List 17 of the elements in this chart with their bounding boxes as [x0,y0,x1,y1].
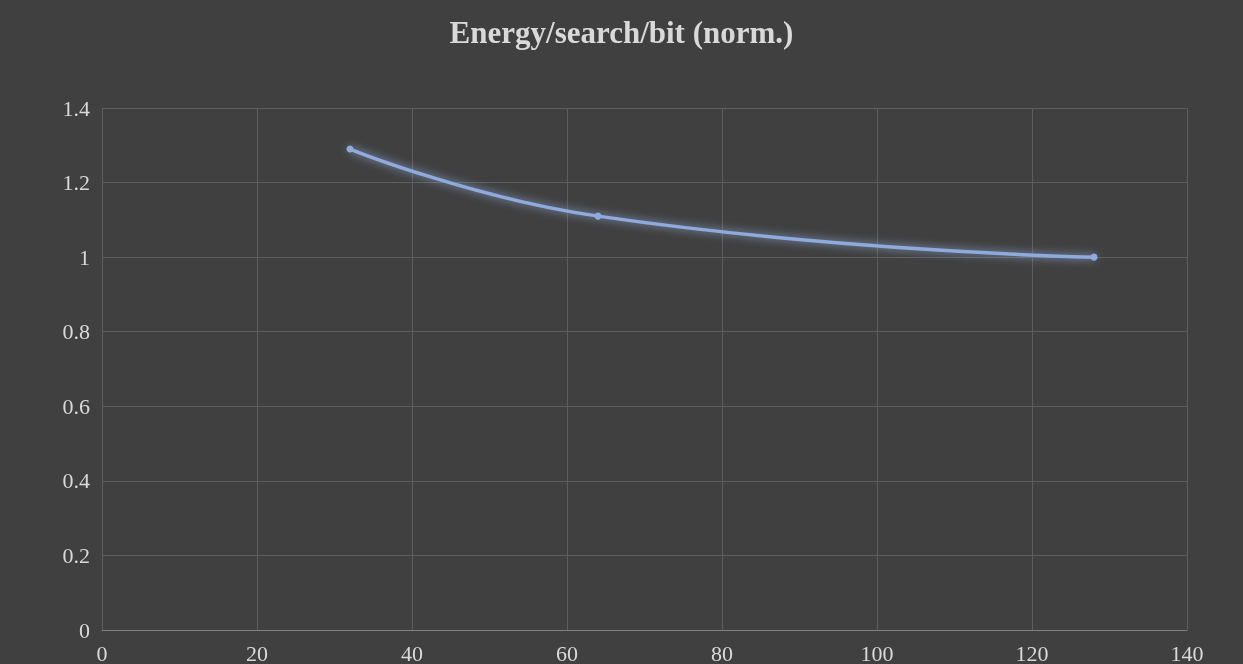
y-tick-label: 1.4 [62,95,90,121]
y-tick-label: 1.2 [62,170,90,196]
chart-title: Energy/search/bit (norm.) [449,15,794,50]
x-tick-label: 100 [860,640,894,664]
x-tick-label: 40 [401,640,423,664]
y-tick-label: 1 [79,244,90,270]
x-tick-label: 60 [556,640,578,664]
x-tick-label: 120 [1015,640,1049,664]
x-tick-label: 20 [246,640,268,664]
y-tick-label: 0.4 [62,468,90,494]
x-tick-label: 80 [711,640,733,664]
y-tick-label: 0.8 [62,319,90,345]
y-tick-label: 0.2 [62,542,90,568]
y-tick-label: 0.6 [62,393,90,419]
x-tick-label: 140 [1170,640,1204,664]
x-tick-label: 0 [96,640,108,664]
y-tick-label: 0 [79,617,90,643]
